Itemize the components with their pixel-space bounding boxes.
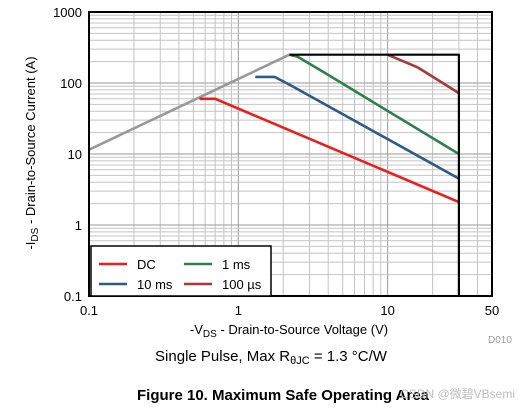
chart-series [88, 53, 460, 296]
series-line-dc [199, 97, 460, 204]
plot-frame [88, 11, 493, 297]
y-tick-label: 1 [75, 218, 82, 233]
soa-boundary-line [289, 53, 460, 296]
series-line-100-s [387, 53, 460, 95]
y-tick-label: 100 [60, 76, 82, 91]
legend-label: 100 µs [222, 277, 262, 292]
chart-code: D010 [488, 335, 512, 346]
y-tick-label: 10 [68, 147, 82, 162]
rds-limit-line [88, 53, 290, 151]
y-axis-title: -IDS - Drain-to-Source Current (A) [23, 56, 41, 249]
x-tick-label: 50 [485, 303, 499, 318]
watermark: CSDN @微碧VBsemi [400, 387, 515, 401]
y-tick-label: 0.1 [64, 289, 82, 304]
x-tick-label: 1 [235, 303, 242, 318]
axis-ticks: 0.1 1 10 50 0.1 1 10 100 1000 [53, 5, 499, 318]
y-tick-label: 1000 [53, 5, 82, 20]
x-axis-title: -VDS - Drain-to-Source Voltage (V) [190, 322, 388, 340]
x-tick-label: 0.1 [80, 303, 98, 318]
chart-caption: Single Pulse, Max RθJC = 1.3 °C/W [155, 348, 388, 367]
figure-title: Figure 10. Maximum Safe Operating Area [137, 387, 430, 404]
legend-box [90, 245, 272, 297]
x-tick-label: 10 [380, 303, 394, 318]
chart-legend: DC 1 ms 10 ms 100 µs [90, 245, 272, 297]
legend-label: DC [137, 257, 156, 272]
legend-label: 1 ms [222, 257, 251, 272]
series-line-10-ms [255, 75, 460, 180]
legend-label: 10 ms [137, 277, 173, 292]
